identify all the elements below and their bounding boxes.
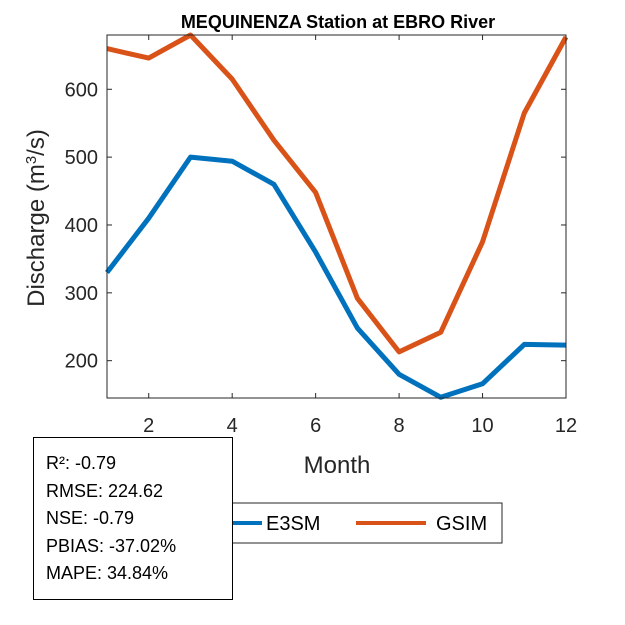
series-line-e3sm [105,154,567,400]
legend-label-gsim: GSIM [436,513,487,535]
series-line-gsim [106,32,569,355]
y-tick-label: 200 [65,351,98,373]
x-tick-label: 10 [471,415,493,437]
y-axis-label-main: Discharge (m [23,164,50,307]
chart-title: MEQUINENZA Station at EBRO River [181,12,495,32]
axes-box [106,34,567,399]
axes-frame [106,34,567,399]
stat-pbias: PBIAS: -37.02% [46,535,177,556]
x-tick-label: 4 [227,415,238,437]
legend: E3SM GSIM [227,502,503,544]
x-tick-label: 2 [143,415,154,437]
x-tick-label: 6 [310,415,321,437]
y-axis-label: Discharge (m3/s) [23,129,51,307]
x-tick-label: 8 [394,415,405,437]
x-axis-label: Month [304,452,371,479]
y-tick-label: 300 [65,283,98,305]
stat-nse: NSE: -0.79 [46,508,135,528]
x-axis-ticks: 2 4 6 8 10 12 [143,35,577,437]
legend-label-e3sm: E3SM [266,513,320,535]
stats-box: R²: -0.79 RMSE: 224.62 NSE: -0.79 PBIAS:… [33,437,233,600]
y-tick-label: 400 [65,215,98,237]
y-axis-label-superscript: 3 [23,156,40,164]
stat-rmse: RMSE: 224.62 [46,480,164,501]
y-axis-label-end: /s) [23,129,50,156]
stat-r2: R²: -0.79 [46,453,117,473]
plot-area [105,32,569,400]
y-axis-ticks: 200 300 400 500 600 [65,79,566,373]
y-tick-label: 600 [65,79,98,101]
stat-mape: MAPE: 34.84% [46,563,169,583]
y-tick-label: 500 [65,147,98,169]
x-tick-label: 12 [555,415,577,437]
